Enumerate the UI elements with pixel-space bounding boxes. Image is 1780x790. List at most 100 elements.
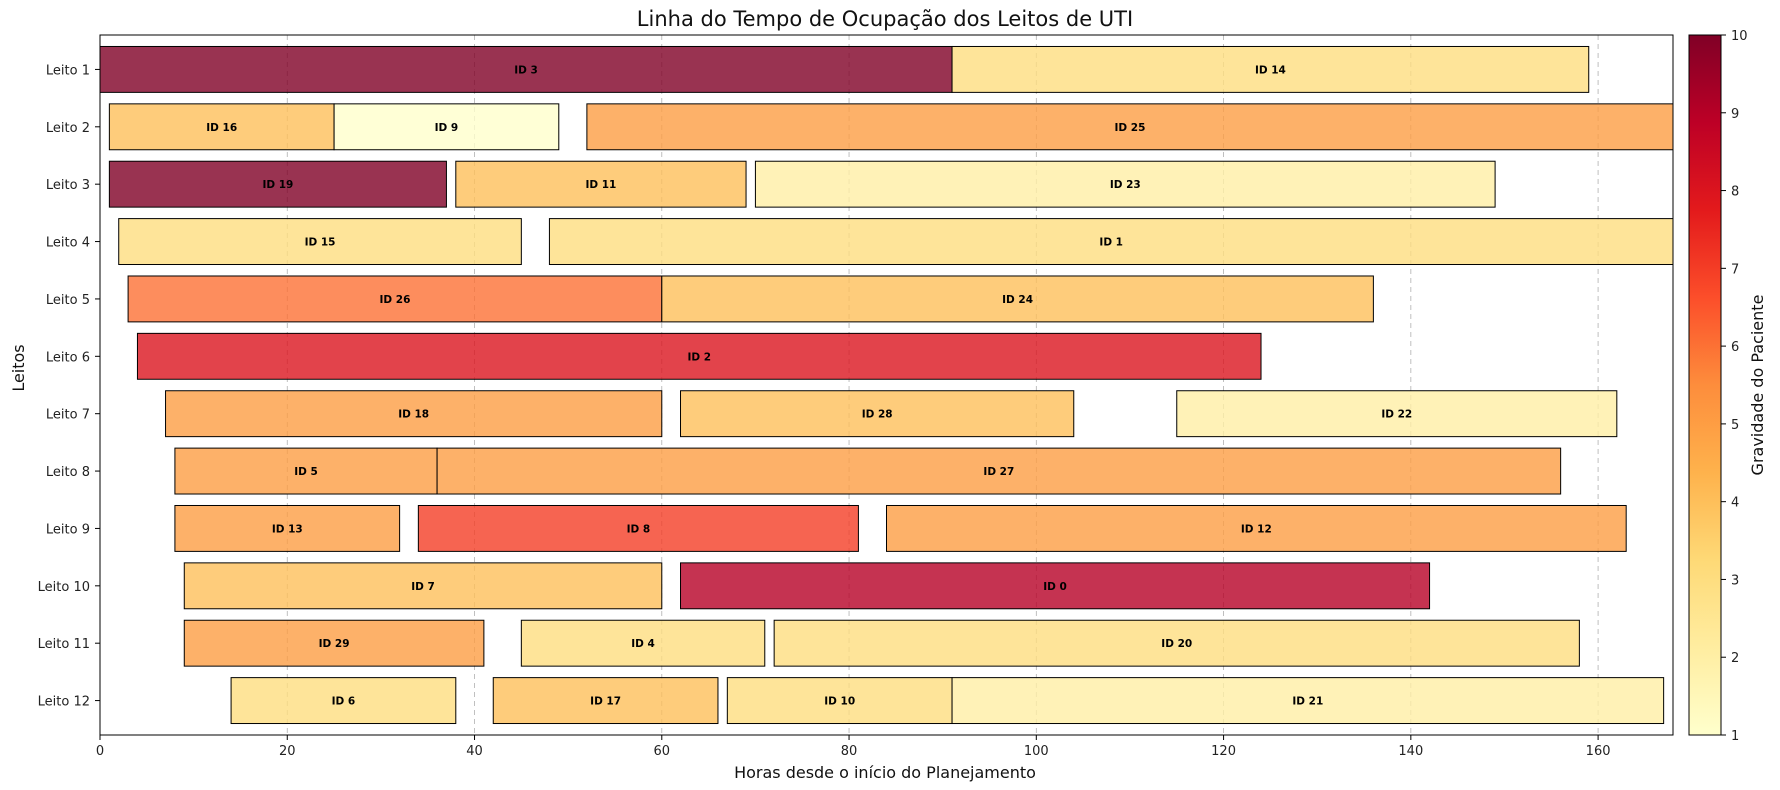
bar [548, 218, 1674, 266]
x-tick-label: 0 [96, 744, 104, 759]
bar-label: ID 4 [631, 638, 655, 650]
bar-label: ID 1 [1099, 237, 1123, 249]
y-axis: Leito 1 Leito 2 Leito 3 Leito 4 Leito 5 Leito… [38, 63, 100, 710]
colorbar-tick-label: 1 [1731, 729, 1739, 744]
bar-label: ID 8 [627, 523, 651, 535]
bar [183, 562, 663, 610]
bar-label: ID 5 [294, 466, 318, 478]
x-tick-label: 60 [654, 744, 671, 759]
x-axis-label: Horas desde o início do Planejamento [734, 763, 1036, 782]
bar-label: ID 0 [1043, 581, 1067, 593]
bar [99, 45, 953, 93]
y-axis-label: Leitos [9, 344, 28, 391]
bar-label: ID 26 [379, 294, 410, 306]
colorbar-tick-label: 8 [1731, 185, 1739, 200]
x-tick-label: 100 [1024, 744, 1049, 759]
colorbar-ticks: 1 2 3 4 5 6 7 8 9 10 [1721, 29, 1748, 744]
bar [492, 677, 719, 725]
colorbar-tick-label: 9 [1731, 107, 1739, 122]
bar-label: ID 3 [514, 64, 538, 76]
bar-label: ID 11 [585, 179, 616, 191]
x-tick-label: 120 [1211, 744, 1236, 759]
bar-label: ID 10 [824, 696, 855, 708]
bar-label: ID 19 [262, 179, 293, 191]
y-tick-label: Leito 7 [46, 408, 90, 423]
bar-label: ID 13 [272, 523, 303, 535]
colorbar-label: Gravidade do Paciente [1748, 295, 1767, 476]
bar-label: ID 28 [862, 409, 893, 421]
x-tick-label: 140 [1398, 744, 1423, 759]
x-axis: 0 20 40 60 80 100 120 140 160 [96, 735, 1611, 759]
bar-label: ID 21 [1292, 696, 1323, 708]
bar-label: ID 15 [305, 237, 336, 249]
y-tick-label: Leito 9 [46, 522, 90, 537]
bar [183, 619, 485, 667]
bar [586, 103, 1674, 151]
bars-group: ID 3 ID 14 ID 16 ID 9 ID 25 ID 19 ID 11 ID 23 ID… [99, 45, 1674, 725]
y-tick-label: Leito 3 [46, 178, 90, 193]
y-tick-label: Leito 10 [38, 580, 90, 595]
bar [417, 504, 859, 552]
y-tick-label: Leito 1 [46, 63, 90, 78]
bar-label: ID 2 [687, 351, 711, 363]
bar-label: ID 24 [1002, 294, 1033, 306]
bar-label: ID 25 [1114, 122, 1145, 134]
bar-label: ID 7 [411, 581, 435, 593]
bar-label: ID 17 [590, 696, 621, 708]
y-tick-label: Leito 5 [46, 293, 90, 308]
x-tick-label: 20 [279, 744, 296, 759]
bar [174, 447, 438, 495]
colorbar-tick-label: 10 [1731, 29, 1748, 44]
bar-label: ID 16 [206, 122, 237, 134]
x-tick-label: 40 [466, 744, 483, 759]
colorbar: 1 2 3 4 5 6 7 8 9 10 Gravidade do Paciente [1688, 29, 1767, 744]
bar-label: ID 14 [1255, 64, 1286, 76]
bar [108, 103, 335, 151]
bar [951, 45, 1590, 93]
bar [680, 562, 1431, 610]
y-tick-label: Leito 2 [46, 121, 90, 136]
bar [118, 218, 522, 266]
bar [886, 504, 1627, 552]
colorbar-tick-label: 7 [1731, 262, 1739, 277]
bar [436, 447, 1562, 495]
bar [680, 390, 1075, 438]
bar [333, 103, 560, 151]
bar-label: ID 9 [435, 122, 459, 134]
bar-label: ID 6 [332, 696, 356, 708]
bar [726, 677, 953, 725]
bar [455, 160, 747, 208]
bar [1176, 390, 1618, 438]
colorbar-tick-label: 2 [1731, 651, 1739, 666]
bar [136, 332, 1262, 380]
colorbar-tick-label: 6 [1731, 340, 1739, 355]
bar [773, 619, 1580, 667]
y-tick-label: Leito 12 [38, 695, 90, 710]
bar [520, 619, 766, 667]
bar [230, 677, 457, 725]
bar-label: ID 22 [1381, 409, 1412, 421]
plot-frame [99, 34, 1674, 736]
y-tick-label: Leito 4 [46, 236, 90, 251]
colorbar-tick-label: 4 [1731, 496, 1739, 511]
chart-title: Linha do Tempo de Ocupação dos Leitos de… [637, 7, 1133, 31]
bar [951, 677, 1665, 725]
bar [108, 160, 447, 208]
colorbar-tick-label: 5 [1731, 418, 1739, 433]
bar-label: ID 20 [1161, 638, 1192, 650]
y-tick-label: Leito 6 [46, 350, 90, 365]
colorbar-gradient [1688, 34, 1722, 736]
y-tick-label: Leito 8 [46, 465, 90, 480]
bar-label: ID 27 [983, 466, 1014, 478]
colorbar-tick-label: 3 [1731, 573, 1739, 588]
bar-label: ID 23 [1110, 179, 1141, 191]
bar-label: ID 29 [319, 638, 350, 650]
bar [661, 275, 1374, 323]
bar-label: ID 18 [398, 409, 429, 421]
bar [174, 504, 401, 552]
x-tick-label: 80 [841, 744, 858, 759]
x-tick-label: 160 [1586, 744, 1611, 759]
bar-label: ID 12 [1241, 523, 1272, 535]
y-tick-label: Leito 11 [38, 637, 90, 652]
